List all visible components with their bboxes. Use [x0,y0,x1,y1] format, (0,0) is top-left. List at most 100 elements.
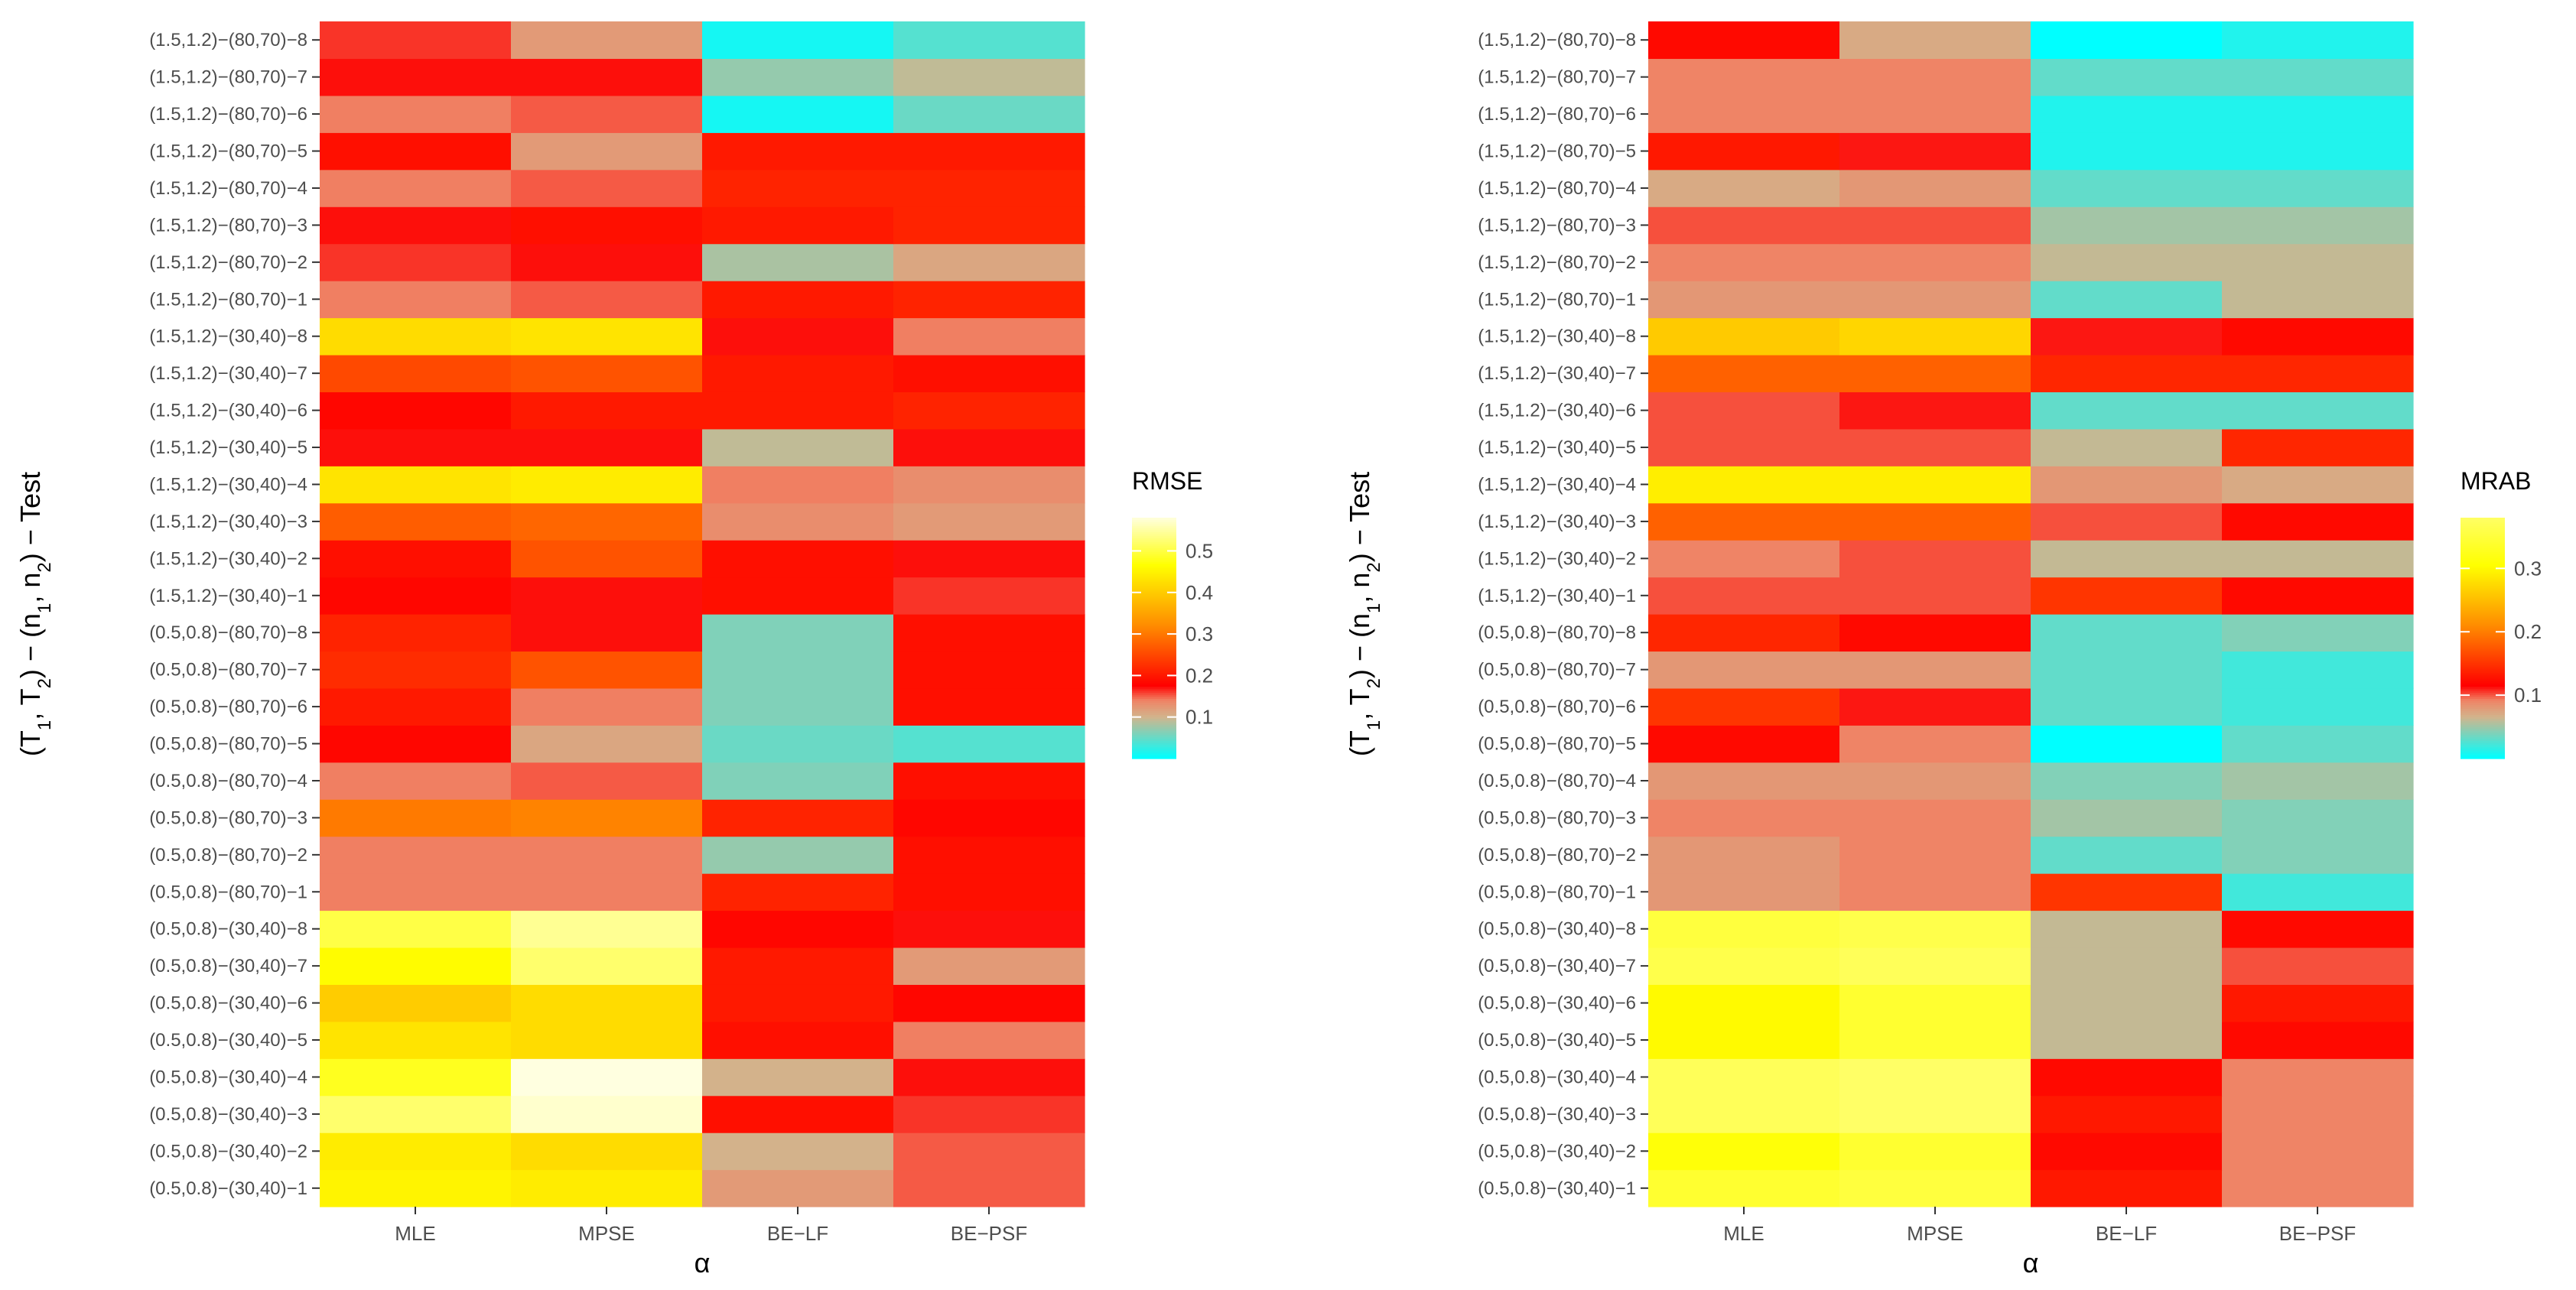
legend-gradient-step [1132,626,1176,629]
legend-gradient-step [2461,525,2505,528]
legend-gradient-step [2461,678,2505,681]
heatmap-cell [702,21,894,60]
y-tick-label: (1.5,1.2)−(30,40)−2 [1478,548,1636,569]
x-tick-label: BE−LF [767,1222,828,1245]
heatmap-cell [893,577,1085,615]
legend-gradient-step [2461,634,2505,637]
heatmap-cell [320,132,512,171]
legend-gradient-step [1132,720,1176,723]
legend-gradient-step [1132,570,1176,573]
legend-gradient-step [2461,535,2505,538]
y-axis-title: (T1, T2) − (n1, n2) − Test [1344,472,1384,756]
legend-gradient-step [2461,619,2505,623]
heatmap-cell [2222,984,2414,1022]
legend-gradient-step [2461,698,2505,701]
heatmap-cell [1839,762,2031,800]
heatmap-cell [702,281,894,319]
heatmap-cell [1839,651,2031,689]
legend-gradient-step [2461,700,2505,703]
legend-gradient-step [2461,545,2505,548]
legend-gradient-step [1132,582,1176,585]
heatmap-cell [2031,725,2223,763]
heatmap-cell [2031,317,2223,356]
legend-gradient-step [1132,684,1176,687]
legend-gradient-step [2461,728,2505,731]
legend-gradient-step [2461,583,2505,587]
heatmap-cell [320,317,512,356]
legend-gradient-step [2461,754,2505,757]
legend-gradient-step [1132,734,1176,737]
heatmap-cell [2222,1169,2414,1207]
heatmap-cell [320,799,512,837]
heatmap-cell [702,836,894,874]
legend-gradient-step [2461,541,2505,544]
legend-gradient-step [2461,664,2505,667]
legend-gradient-step [2461,554,2505,557]
heatmap-cell [2222,687,2414,726]
heatmap-cell [511,428,703,466]
legend-gradient-step [2461,722,2505,725]
heatmap-cell [2031,95,2223,133]
y-tick-label: (0.5,0.8)−(80,70)−3 [1478,807,1636,828]
y-tick-label: (1.5,1.2)−(80,70)−8 [149,30,307,50]
legend-gradient-step [1132,650,1176,653]
legend-gradient-step [1132,583,1176,587]
heatmap-cell [702,132,894,171]
y-tick-label: (0.5,0.8)−(30,40)−6 [1478,993,1636,1014]
heatmap-cell [320,687,512,726]
x-tick-label: BE−PSF [2279,1222,2356,1245]
heatmap-cells [1648,21,2414,1207]
heatmap-cell [1648,428,1840,466]
legend-gradient-step [1132,690,1176,693]
legend-gradient-step [1132,535,1176,538]
legend-title: MRAB [2461,467,2531,495]
heatmap-cell [1648,1132,1840,1171]
heatmap-cell [511,762,703,800]
legend-gradient-step [1132,700,1176,703]
heatmap-cell [702,1095,894,1133]
legend-gradient-step [2461,550,2505,553]
y-tick-label: (1.5,1.2)−(80,70)−3 [149,215,307,236]
heatmap-cell [1648,95,1840,133]
y-tick-label: (0.5,0.8)−(80,70)−6 [1478,697,1636,717]
heatmap-cell [893,58,1085,96]
heatmap-cell [320,984,512,1022]
y-tick-label: (1.5,1.2)−(80,70)−7 [149,67,307,88]
legend-gradient-step [1132,698,1176,701]
legend-gradient-step [2461,632,2505,635]
heatmap-cell [320,910,512,948]
heatmap-cell [1648,1169,1840,1207]
heatmap-cell [893,392,1085,430]
legend-gradient-step [1132,557,1176,561]
legend-gradient-step [1132,587,1176,591]
legend-gradient-step [1132,574,1176,577]
legend-gradient-step [2461,576,2505,579]
heatmap-cell [702,317,894,356]
heatmap-cell [893,354,1085,392]
y-tick-label: (0.5,0.8)−(30,40)−6 [149,993,307,1014]
y-tick-label: (1.5,1.2)−(80,70)−4 [1478,178,1636,199]
legend-gradient-step [2461,580,2505,583]
legend-gradient-step [1132,630,1176,633]
legend-gradient-step [1132,716,1176,720]
y-tick-label: (1.5,1.2)−(30,40)−1 [149,586,307,606]
x-tick-label: BE−LF [2096,1222,2157,1245]
heatmap-cell [511,577,703,615]
legend-gradient-step [2461,662,2505,665]
legend-gradient-step [1132,728,1176,731]
legend-gradient-step [2461,551,2505,554]
heatmap-cell [893,614,1085,652]
legend-gradient-step [1132,750,1176,753]
y-tick-label: (0.5,0.8)−(30,40)−8 [149,919,307,940]
y-tick-label: (1.5,1.2)−(30,40)−6 [1478,401,1636,421]
legend-gradient-step [2461,748,2505,752]
legend-gradient-step [1132,722,1176,725]
legend-gradient-step [2461,708,2505,711]
legend-gradient-step [1132,561,1176,564]
heatmap-cell [2222,169,2414,207]
legend-gradient-step [2461,560,2505,563]
legend-gradient-step [2461,638,2505,641]
heatmap-cell [893,799,1085,837]
heatmap-cell [2222,873,2414,911]
